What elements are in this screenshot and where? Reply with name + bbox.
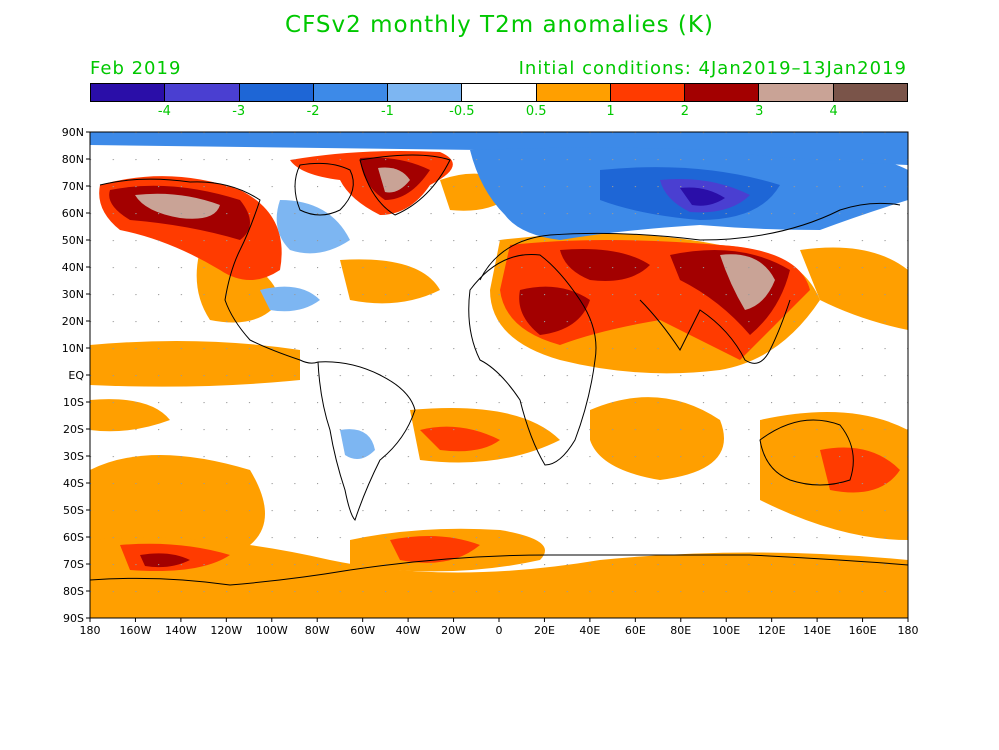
latitude-label: 10S (63, 396, 84, 409)
colorbar-label: 2 (680, 104, 690, 119)
longitude-label: 120E (758, 624, 786, 637)
colorbar-swatch (536, 84, 611, 101)
latitude-axis: 90N 80N 70N 60N 50N 40N 30N 20N 10N EQ 10S 20S 30S 40… (62, 126, 90, 625)
colorbar-swatch (165, 84, 240, 101)
longitude-label: 40E (579, 624, 600, 637)
colorbar-label: 3 (755, 104, 764, 119)
latitude-label: 30N (62, 288, 84, 301)
colorbar-label: -3 (232, 104, 246, 119)
latitude-label: 40N (62, 261, 84, 274)
longitude-label: 80W (305, 624, 330, 637)
colorbar-swatch (833, 84, 907, 101)
forecast-month: Feb 2019 (90, 58, 182, 79)
latitude-label: 20N (62, 315, 84, 328)
colorbar-swatch (313, 84, 389, 101)
longitude-label: 100E (712, 624, 740, 637)
colorbar-label: 4 (829, 104, 838, 119)
colorbar-swatch (388, 84, 463, 101)
latitude-label: EQ (68, 369, 84, 382)
colorbar-label: 0.5 (525, 104, 547, 119)
longitude-axis: 180 160W 140W 120W 100W 80W 60W 40W 20W 0 20E 40E 60… (80, 618, 919, 637)
latitude-label: 80S (63, 585, 84, 598)
latitude-label: 70N (62, 180, 84, 193)
latitude-label: 10N (62, 342, 84, 355)
latitude-label: 50N (62, 234, 84, 247)
initial-conditions: Initial conditions: 4Jan2019–13Jan2019 (518, 58, 907, 79)
longitude-label: 100W (256, 624, 288, 637)
longitude-label: 140W (165, 624, 197, 637)
grid-dots (90, 132, 908, 618)
longitude-label: 40W (396, 624, 421, 637)
latitude-label: 90N (62, 126, 84, 139)
longitude-label: 20W (441, 624, 466, 637)
colorbar-swatch (462, 84, 537, 101)
longitude-label: 60W (350, 624, 375, 637)
latitude-label: 80N (62, 153, 84, 166)
colorbar-label: -2 (306, 104, 320, 119)
coastlines (90, 154, 908, 586)
longitude-label: 60E (625, 624, 646, 637)
longitude-label: 80E (670, 624, 691, 637)
longitude-label: 0 (496, 624, 503, 637)
map-title: CFSv2 monthly T2m anomalies (K) (285, 12, 714, 38)
colorbar-label: -0.5 (449, 104, 475, 119)
longitude-label: 160W (120, 624, 152, 637)
colorbar-label: -1 (380, 104, 394, 119)
longitude-label: 20E (534, 624, 555, 637)
latitude-label: 60N (62, 207, 84, 220)
colorbar-label: -4 (157, 104, 171, 119)
colorbar-swatch (759, 84, 834, 101)
longitude-label: 120W (210, 624, 242, 637)
latitude-label: 90S (63, 612, 84, 625)
longitude-label: 180 (80, 624, 101, 637)
colorbar-swatch (685, 84, 760, 101)
latitude-label: 50S (63, 504, 84, 517)
longitude-label: 140E (803, 624, 831, 637)
colorbar-swatch (91, 84, 166, 101)
longitude-label: 160E (849, 624, 877, 637)
colorbar-label: 1 (606, 104, 615, 119)
latitude-label: 70S (63, 558, 84, 571)
latitude-label: 20S (63, 423, 84, 436)
longitude-label: 180 (898, 624, 919, 637)
colorbar-swatch (610, 84, 686, 101)
colorbar (90, 83, 908, 102)
colorbar-swatch (239, 84, 314, 101)
latitude-label: 40S (63, 477, 84, 490)
latitude-label: 60S (63, 531, 84, 544)
latitude-label: 30S (63, 450, 84, 463)
